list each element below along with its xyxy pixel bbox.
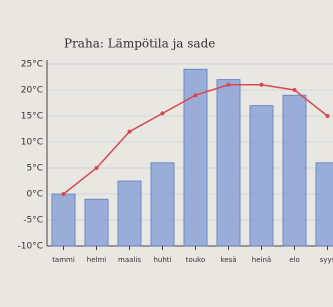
bar (52, 194, 75, 246)
point (227, 83, 231, 87)
x-tick-label: syys (320, 256, 333, 264)
bar (250, 106, 273, 246)
x-tick-label: maalis (118, 256, 141, 264)
point (161, 111, 165, 115)
bar (85, 199, 108, 246)
bar (283, 95, 306, 246)
point (95, 166, 99, 170)
chart: Praha: Lämpötila ja sade -10°C -5°C 0°C 5°C… (0, 0, 333, 307)
point (326, 114, 330, 118)
y-tick-label: 20°C (21, 86, 43, 96)
y-tick-label: 10°C (21, 138, 43, 148)
bar (316, 163, 333, 246)
x-tick-label: touko (186, 256, 206, 264)
x-tick-label: heinä (252, 256, 271, 264)
y-tick-label: 5°C (26, 164, 43, 174)
point (62, 192, 66, 196)
x-tick-label: helmi (87, 256, 107, 264)
point (194, 93, 198, 97)
x-tick-label: tammi (52, 256, 75, 264)
x-tick-label: elo (289, 256, 300, 264)
y-tick-label: 15°C (21, 112, 43, 122)
point (293, 88, 297, 92)
y-tick-label: 0°C (26, 190, 43, 200)
bar (217, 80, 240, 246)
bar (151, 163, 174, 246)
chart-title: Praha: Lämpötila ja sade (64, 37, 215, 51)
x-tick-label: kesä (220, 256, 236, 264)
x-tick-label: huhti (154, 256, 172, 264)
y-tick-label: 25°C (21, 60, 43, 70)
y-tick-label: -10°C (18, 242, 43, 252)
page: {"chart_data": { "type": "bar-line", "ti… (0, 0, 333, 307)
bar (118, 181, 141, 246)
point (128, 130, 132, 134)
point (260, 83, 264, 87)
y-tick-label: -5°C (23, 216, 43, 226)
